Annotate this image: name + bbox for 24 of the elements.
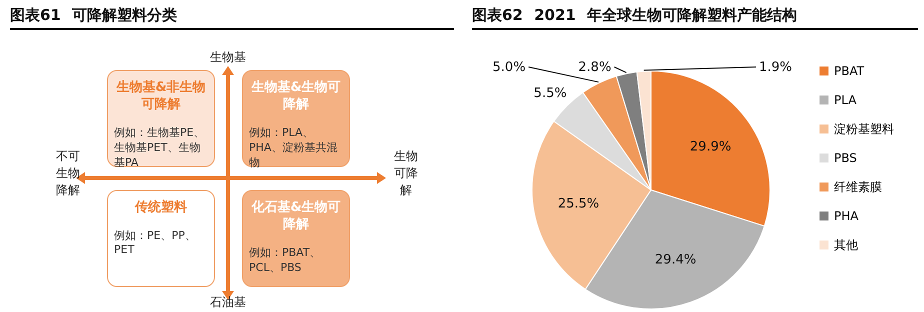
rounded-box: 生物基&非生物可降解 例如：生物基PE、生物基PET、生物基PA (107, 70, 215, 167)
data-label: 25.5% (558, 196, 600, 212)
data-label: 1.9% (759, 60, 792, 75)
legend-label: 其他 (834, 238, 858, 252)
rounded-box: 传统塑料 例如：PE、PP、PET (107, 190, 215, 287)
text: 图表61 可降解塑料分类 (10, 6, 454, 30)
text: 石油基 (209, 294, 247, 311)
legend-label: 淀粉基塑料 (834, 122, 894, 136)
legend-label: PLA (834, 93, 858, 107)
data-label: 5.5% (534, 86, 567, 101)
data-label: 29.4% (654, 252, 696, 268)
legend-label: PHA (834, 209, 860, 223)
legend-label: 纤维素膜 (834, 180, 882, 194)
text: 不可生物降解 (55, 148, 81, 199)
rounded-box: 生物基&生物可降解 例如：PLA、PHA、淀粉基共混物 (242, 70, 350, 167)
data-label: 5.0% (492, 60, 526, 75)
legend-label: PBAT (834, 64, 865, 78)
chart-title: 图表62 2021 年全球生物可降解塑料产能结构 (472, 6, 918, 30)
rounded-box: 化石基&生物可降解 例如：PBAT、PCL、PBS (242, 190, 350, 287)
data-label: 29.9% (690, 139, 732, 154)
legend-label: PBS (834, 151, 857, 165)
text: 生物基 (209, 49, 247, 66)
data-label: 2.8% (578, 60, 612, 75)
text: 生物可降解 (393, 148, 419, 199)
